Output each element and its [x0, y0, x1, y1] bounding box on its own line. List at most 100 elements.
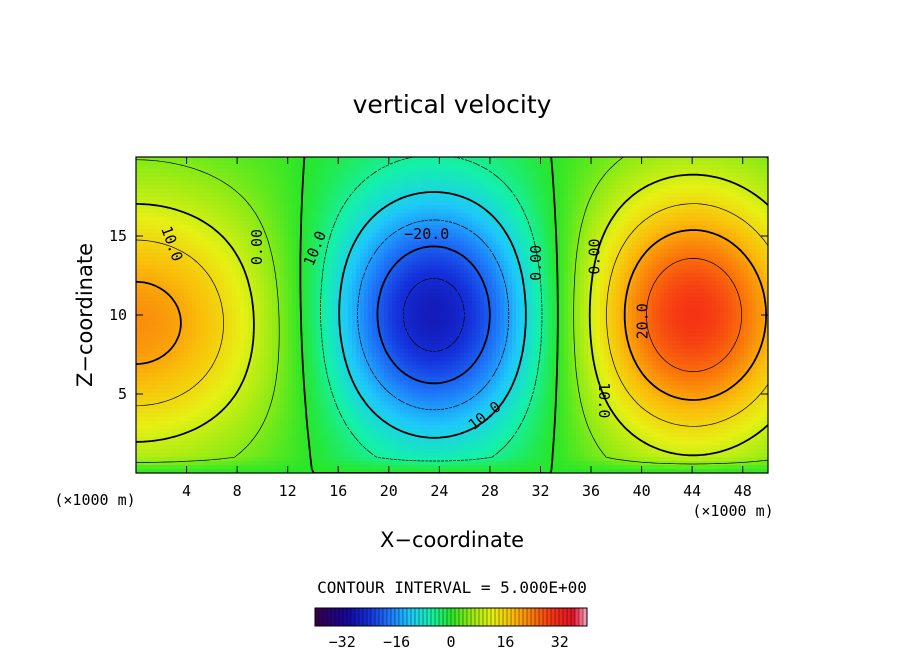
- heatmap-cell: [264, 221, 269, 226]
- heatmap-cell: [532, 177, 537, 182]
- heatmap-cell: [584, 161, 589, 166]
- heatmap-cell: [700, 237, 705, 242]
- heatmap-cell: [616, 217, 621, 222]
- heatmap-cell: [224, 189, 229, 194]
- heatmap-cell: [216, 213, 221, 218]
- heatmap-cell: [376, 201, 381, 206]
- heatmap-cell: [392, 241, 397, 246]
- heatmap-cell: [360, 237, 365, 242]
- heatmap-cell: [428, 169, 433, 174]
- heatmap-cell: [260, 169, 265, 174]
- heatmap-cell: [236, 241, 241, 246]
- heatmap-cell: [216, 157, 221, 162]
- heatmap-cell: [624, 217, 629, 222]
- heatmap-cell: [500, 261, 505, 266]
- heatmap-cell: [512, 237, 517, 242]
- heatmap-cell: [552, 269, 557, 274]
- heatmap-cell: [564, 265, 569, 270]
- heatmap-cell: [492, 245, 497, 250]
- heatmap-cell: [596, 229, 601, 234]
- heatmap-cell: [340, 157, 345, 162]
- heatmap-cell: [448, 269, 453, 274]
- heatmap-cell: [548, 225, 553, 230]
- heatmap-cell: [320, 181, 325, 186]
- heatmap-cell: [540, 173, 545, 178]
- heatmap-cell: [312, 273, 317, 278]
- heatmap-cell: [512, 273, 517, 278]
- heatmap-cell: [344, 189, 349, 194]
- heatmap-cell: [704, 189, 709, 194]
- heatmap-cell: [508, 281, 513, 286]
- heatmap-cell: [732, 209, 737, 214]
- heatmap-cell: [460, 181, 465, 186]
- heatmap-cell: [360, 209, 365, 214]
- heatmap-cell: [136, 185, 141, 190]
- heatmap-cell: [596, 201, 601, 206]
- heatmap-cell: [644, 241, 649, 246]
- heatmap-cell: [580, 241, 585, 246]
- heatmap-cell: [468, 241, 473, 246]
- heatmap-cell: [468, 181, 473, 186]
- heatmap-cell: [680, 185, 685, 190]
- heatmap-cell: [628, 161, 633, 166]
- heatmap-cell: [292, 261, 297, 266]
- heatmap-cell: [660, 229, 665, 234]
- heatmap-cell: [220, 161, 225, 166]
- heatmap-cell: [140, 217, 145, 222]
- heatmap-cell: [692, 245, 697, 250]
- heatmap-cell: [708, 241, 713, 246]
- heatmap-cell: [660, 277, 665, 282]
- heatmap-cell: [196, 157, 201, 162]
- heatmap-cell: [760, 161, 765, 166]
- heatmap-cell: [392, 169, 397, 174]
- heatmap-cell: [488, 181, 493, 186]
- heatmap-cell: [576, 225, 581, 230]
- heatmap-cell: [644, 157, 649, 162]
- heatmap-cell: [588, 161, 593, 166]
- heatmap-cell: [756, 189, 761, 194]
- heatmap-cell: [220, 245, 225, 250]
- heatmap-cell: [660, 249, 665, 254]
- heatmap-cell: [524, 209, 529, 214]
- heatmap-cell: [440, 265, 445, 270]
- heatmap-cell: [204, 229, 209, 234]
- heatmap-cell: [272, 229, 277, 234]
- heatmap-cell: [712, 225, 717, 230]
- heatmap-cell: [544, 201, 549, 206]
- heatmap-cell: [676, 221, 681, 226]
- heatmap-cell: [664, 213, 669, 218]
- heatmap-cell: [700, 185, 705, 190]
- heatmap-cell: [296, 165, 301, 170]
- heatmap-cell: [276, 233, 281, 238]
- heatmap-cell: [576, 185, 581, 190]
- heatmap-cell: [400, 201, 405, 206]
- heatmap-cell: [148, 241, 153, 246]
- heatmap-cell: [464, 269, 469, 274]
- heatmap-cell: [276, 237, 281, 242]
- heatmap-cell: [700, 213, 705, 218]
- heatmap-cell: [644, 173, 649, 178]
- heatmap-cell: [712, 189, 717, 194]
- heatmap-cell: [188, 245, 193, 250]
- heatmap-cell: [608, 177, 613, 182]
- heatmap-cell: [500, 253, 505, 258]
- heatmap-cell: [392, 193, 397, 198]
- heatmap-cell: [436, 165, 441, 170]
- heatmap-cell: [696, 265, 701, 270]
- heatmap-cell: [492, 181, 497, 186]
- heatmap-cell: [652, 165, 657, 170]
- heatmap-cell: [512, 209, 517, 214]
- heatmap-cell: [388, 221, 393, 226]
- heatmap-cell: [228, 229, 233, 234]
- heatmap-cell: [612, 205, 617, 210]
- heatmap-cell: [240, 189, 245, 194]
- heatmap-cell: [700, 241, 705, 246]
- heatmap-cell: [240, 245, 245, 250]
- heatmap-cell: [632, 237, 637, 242]
- heatmap-cell: [660, 201, 665, 206]
- heatmap-cell: [252, 221, 257, 226]
- heatmap-cell: [220, 249, 225, 254]
- heatmap-cell: [304, 281, 309, 286]
- heatmap-cell: [636, 249, 641, 254]
- heatmap-cell: [548, 189, 553, 194]
